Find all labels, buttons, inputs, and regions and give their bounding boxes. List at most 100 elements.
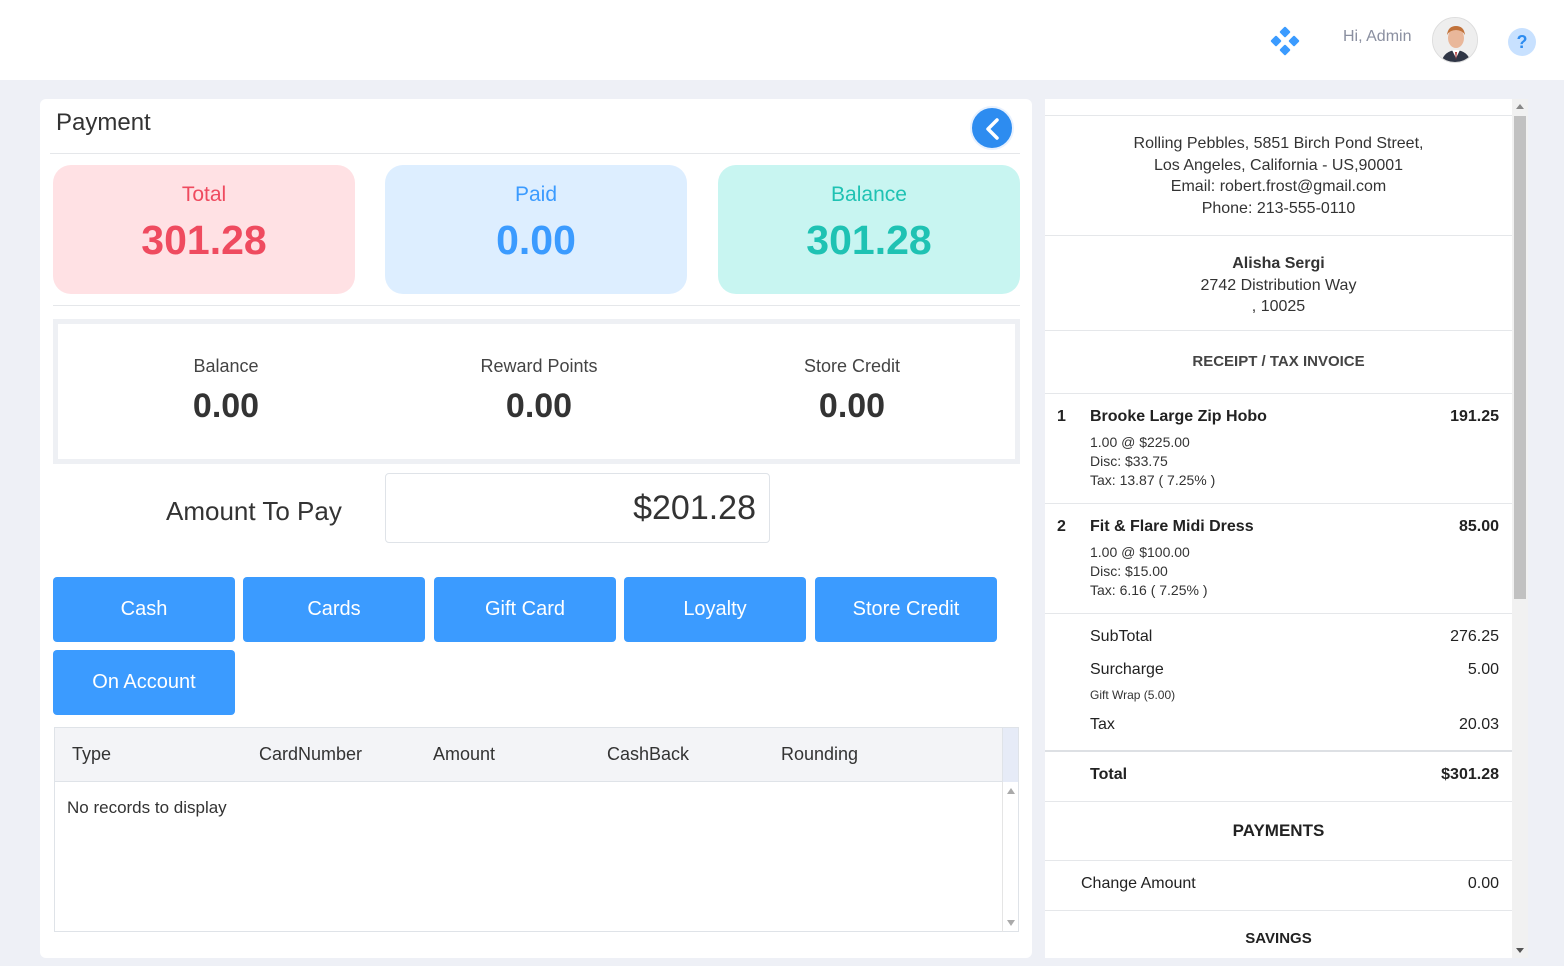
- reward-points-label: Reward Points: [480, 356, 598, 376]
- scroll-down-icon[interactable]: [1516, 948, 1524, 953]
- divider: [50, 153, 1020, 154]
- scroll-up-icon[interactable]: [1007, 788, 1015, 794]
- cards-button[interactable]: Cards: [243, 577, 425, 642]
- subtotal-label: SubTotal: [1090, 628, 1153, 645]
- amount-to-pay-input[interactable]: $201.28: [385, 473, 770, 543]
- loyalty-button[interactable]: Loyalty: [624, 577, 806, 642]
- top-header: Hi, Admin ?: [0, 0, 1564, 80]
- payments-title: PAYMENTS: [1232, 821, 1325, 840]
- line-item-details: 1.00 @ $225.00 Disc: $33.75 Tax: 13.87 (…: [1090, 433, 1215, 490]
- receipt-total-value: $301.28: [1441, 766, 1499, 783]
- savings-title: SAVINGS: [1245, 930, 1312, 947]
- gift-card-button[interactable]: Gift Card: [434, 577, 616, 642]
- column-header-cashback[interactable]: CashBack: [607, 744, 690, 764]
- chevron-left-icon: [986, 118, 999, 140]
- scroll-down-icon[interactable]: [1007, 920, 1015, 926]
- reward-points-value: 0.00: [505, 387, 573, 425]
- paid-value: 0.00: [496, 217, 576, 263]
- store-credit-stat: Store Credit 0.00: [702, 356, 1002, 426]
- divider: [1045, 503, 1512, 504]
- store-credit-button[interactable]: Store Credit: [815, 577, 997, 642]
- column-header-type[interactable]: Type: [72, 744, 112, 764]
- help-button[interactable]: ?: [1508, 28, 1536, 56]
- line-item-tax: Tax: 13.87 ( 7.25% ): [1090, 472, 1216, 488]
- tax-value: 20.03: [1458, 716, 1499, 733]
- paid-card: Paid 0.00: [385, 165, 687, 294]
- divider: [1045, 613, 1512, 614]
- grid-empty-message: No records to display: [67, 798, 227, 817]
- grid-header: Type CardNumber Amount CashBack Rounding: [55, 728, 1002, 782]
- receipt-scrollbar[interactable]: [1512, 99, 1528, 958]
- store-address-line: Rolling Pebbles, 5851 Birch Pond Street,: [1133, 135, 1424, 152]
- surcharge-value: 5.00: [1467, 661, 1499, 678]
- customer-name: Alisha Sergi: [1232, 255, 1325, 272]
- apps-grid-icon[interactable]: [1270, 26, 1300, 56]
- grid-scrollbar[interactable]: [1002, 782, 1018, 932]
- line-item-number: 1: [1057, 408, 1066, 425]
- line-item-number: 2: [1057, 518, 1066, 535]
- line-item-amount: 85.00: [1458, 518, 1499, 535]
- line-item-discount: Disc: $15.00: [1090, 563, 1168, 579]
- cash-button[interactable]: Cash: [53, 577, 235, 642]
- line-item-amount: 191.25: [1450, 408, 1499, 425]
- customer-info: Alisha Sergi 2742 Distribution Way , 100…: [1045, 253, 1512, 318]
- column-header-rounding[interactable]: Rounding: [781, 744, 859, 764]
- divider: [1045, 235, 1512, 236]
- reward-points-stat: Reward Points 0.00: [389, 356, 689, 426]
- back-button[interactable]: [970, 106, 1014, 150]
- total-label: Total: [181, 183, 227, 206]
- customer-address-line: 2742 Distribution Way: [1200, 276, 1357, 294]
- line-item-name: Fit & Flare Midi Dress: [1090, 518, 1254, 535]
- on-account-button[interactable]: On Account: [53, 650, 235, 715]
- divider: [1045, 330, 1512, 331]
- page-title: Payment: [56, 109, 151, 136]
- receipt-panel: Rolling Pebbles, 5851 Birch Pond Street,…: [1045, 99, 1512, 958]
- column-header-amount[interactable]: Amount: [433, 744, 496, 764]
- divider: [1045, 750, 1512, 752]
- store-credit-value: 0.00: [818, 387, 886, 425]
- line-item-tax: Tax: 6.16 ( 7.25% ): [1090, 582, 1208, 598]
- divider: [1045, 115, 1512, 116]
- scrollbar-thumb[interactable]: [1514, 116, 1526, 599]
- line-item-name: Brooke Large Zip Hobo: [1090, 408, 1267, 425]
- customer-address-line: , 10025: [1251, 298, 1306, 315]
- change-amount-label: Change Amount: [1081, 875, 1196, 892]
- line-item-qty-price: 1.00 @ $225.00: [1090, 434, 1190, 450]
- customer-balance-label: Balance: [193, 356, 259, 376]
- customer-balance-value: 0.00: [192, 387, 260, 425]
- store-address-line: Los Angeles, California - US,90001: [1153, 156, 1404, 174]
- divider: [1045, 801, 1512, 802]
- avatar-person-icon: [1433, 18, 1477, 62]
- store-credit-label: Store Credit: [803, 356, 901, 376]
- user-greeting[interactable]: Hi, Admin: [1343, 28, 1412, 45]
- balance-card: Balance 301.28: [718, 165, 1020, 294]
- store-email: Email: robert.frost@gmail.com: [1170, 178, 1387, 195]
- grid-header-scroll-gutter: [1002, 728, 1018, 782]
- payment-panel: Payment Total 301.28 Paid 0.00 Balance 3…: [40, 99, 1032, 958]
- surcharge-label: Surcharge: [1090, 661, 1164, 678]
- user-avatar[interactable]: [1432, 17, 1478, 63]
- divider: [53, 305, 1020, 306]
- customer-stats-box: Balance 0.00 Reward Points 0.00 Store Cr…: [53, 319, 1020, 464]
- line-item-details: 1.00 @ $100.00 Disc: $15.00 Tax: 6.16 ( …: [1090, 543, 1208, 600]
- divider: [1045, 910, 1512, 911]
- store-address: Rolling Pebbles, 5851 Birch Pond Street,…: [1045, 133, 1512, 219]
- divider: [1045, 860, 1512, 861]
- store-phone: Phone: 213-555-0110: [1201, 199, 1356, 217]
- divider: [1045, 393, 1512, 394]
- change-amount-value: 0.00: [1467, 875, 1499, 892]
- surcharge-note: Gift Wrap (5.00): [1090, 688, 1176, 702]
- amount-to-pay-label: Amount To Pay: [166, 496, 342, 526]
- scroll-up-icon[interactable]: [1516, 104, 1524, 109]
- balance-value: 301.28: [806, 217, 932, 263]
- column-header-cardnumber[interactable]: CardNumber: [259, 744, 363, 764]
- tax-label: Tax: [1090, 716, 1115, 733]
- line-item-qty-price: 1.00 @ $100.00: [1090, 544, 1190, 560]
- balance-label: Balance: [831, 183, 907, 206]
- subtotal-value: 276.25: [1450, 628, 1499, 645]
- total-card: Total 301.28: [53, 165, 355, 294]
- line-item-discount: Disc: $33.75: [1090, 453, 1168, 469]
- total-value: 301.28: [141, 217, 267, 263]
- receipt-total-label: Total: [1090, 766, 1128, 783]
- paid-label: Paid: [514, 183, 558, 206]
